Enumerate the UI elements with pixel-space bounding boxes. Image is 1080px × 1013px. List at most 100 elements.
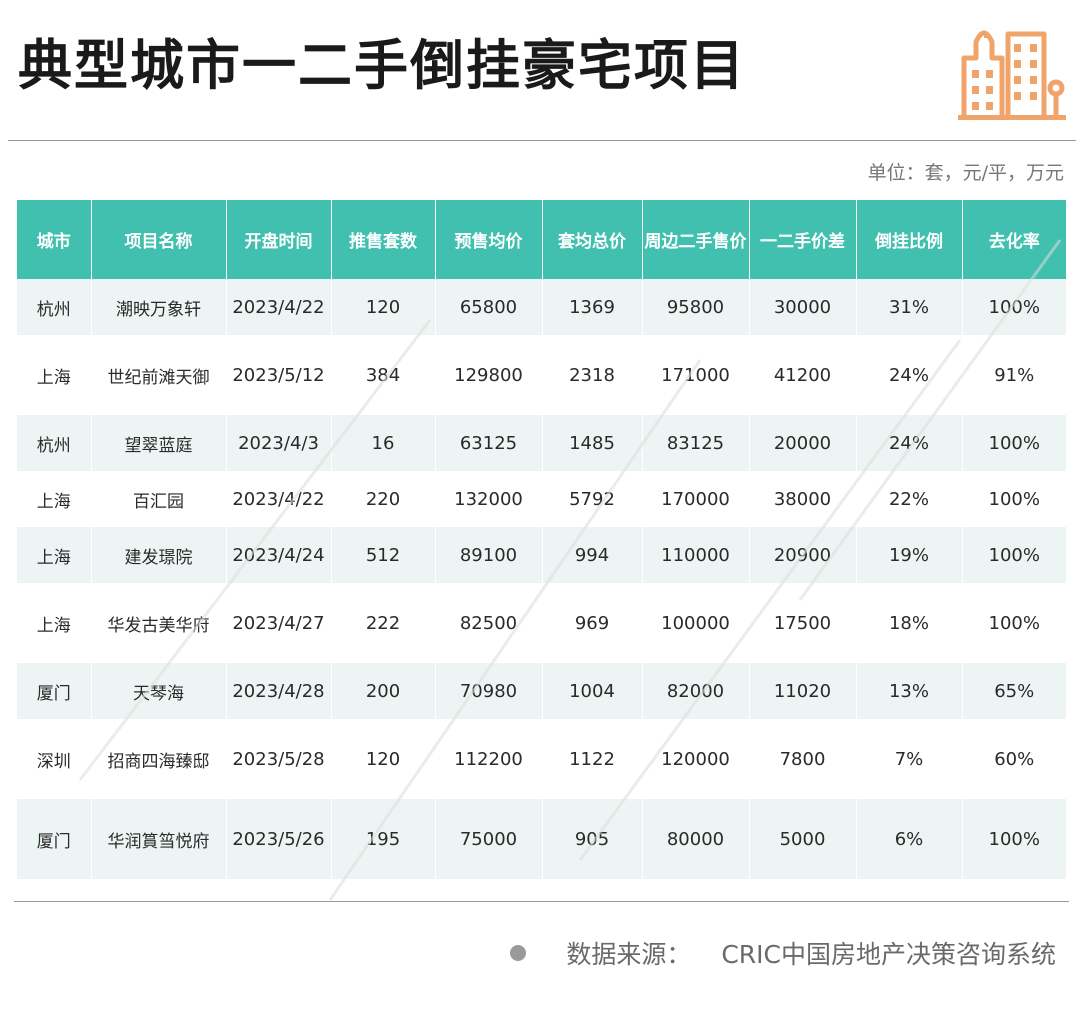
table-cell: 132000: [435, 471, 543, 527]
table-cell: 80000: [642, 799, 750, 879]
table-cell: 89100: [435, 527, 543, 583]
table-cell: 120: [331, 279, 436, 335]
table-cell: 24%: [856, 415, 963, 471]
column-header: 去化率: [962, 200, 1066, 279]
column-header: 推售套数: [331, 200, 436, 279]
city-buildings-icon: [958, 30, 1066, 120]
project-name-cell: 华发古美华府: [91, 583, 227, 663]
table-cell: 20000: [749, 415, 857, 471]
project-name-cell: 华润篔筜悦府: [91, 799, 227, 879]
table-cell: 2023/4/28: [226, 663, 332, 719]
table-cell: 2023/4/22: [226, 471, 332, 527]
table-cell: 100%: [962, 471, 1066, 527]
table-cell: 31%: [856, 279, 963, 335]
table-cell: 19%: [856, 527, 963, 583]
city-cell: 厦门: [17, 799, 92, 879]
city-cell: 上海: [17, 583, 92, 663]
city-cell: 厦门: [17, 663, 92, 719]
table-row: 上海 百汇园 2023/4/22 220 132000 5792 170000 38000 22…: [17, 471, 1066, 527]
table-cell: 83125: [642, 415, 750, 471]
table-row: 上海 建发璟院 2023/4/24 512 89100 994 110000 20900 19%…: [17, 527, 1066, 583]
source-text: CRIC中国房地产决策咨询系统: [721, 940, 1056, 969]
table-cell: 95800: [642, 279, 750, 335]
city-cell: 上海: [17, 527, 92, 583]
table-cell: 112200: [435, 719, 543, 799]
table-cell: 200: [331, 663, 436, 719]
city-cell: 杭州: [17, 415, 92, 471]
table-cell: 905: [542, 799, 643, 879]
table-cell: 220: [331, 471, 436, 527]
table-cell: 512: [331, 527, 436, 583]
table-cell: 6%: [856, 799, 963, 879]
table-cell: 120: [331, 719, 436, 799]
table-cell: 969: [542, 583, 643, 663]
table-cell: 13%: [856, 663, 963, 719]
column-header: 项目名称: [91, 200, 227, 279]
column-header: 倒挂比例: [856, 200, 963, 279]
bullet-dot-icon: [510, 945, 527, 961]
city-cell: 深圳: [17, 719, 92, 799]
table-cell: 18%: [856, 583, 963, 663]
table-cell: 38000: [749, 471, 857, 527]
table-row: 上海 世纪前滩天御 2023/5/12 384 129800 2318 171000 4120…: [17, 335, 1066, 415]
table-cell: 384: [331, 335, 436, 415]
source-label: 数据来源：: [566, 940, 692, 969]
table-cell: 2023/5/26: [226, 799, 332, 879]
table-cell: 65%: [962, 663, 1066, 719]
source-footer: 数据来源： CRIC中国房地产决策咨询系统: [510, 935, 1056, 971]
table-cell: 1369: [542, 279, 643, 335]
project-name-cell: 百汇园: [91, 471, 227, 527]
table-cell: 100%: [962, 583, 1066, 663]
table-cell: 70980: [435, 663, 543, 719]
page-title: 典型城市一二手倒挂豪宅项目: [18, 34, 746, 97]
luxury-projects-table: 城市 项目名称 开盘时间 推售套数 预售均价 套均总价 周边二手售价 一二手价差…: [17, 200, 1066, 879]
table-row: 上海 华发古美华府 2023/4/27 222 82500 969 100000 17500 1…: [17, 583, 1066, 663]
project-name-cell: 天琴海: [91, 663, 227, 719]
table-cell: 5000: [749, 799, 857, 879]
table-cell: 110000: [642, 527, 750, 583]
table-cell: 129800: [435, 335, 543, 415]
table-cell: 1485: [542, 415, 643, 471]
city-cell: 杭州: [17, 279, 92, 335]
table-cell: 7%: [856, 719, 963, 799]
table-row: 深圳 招商四海臻邸 2023/5/28 120 112200 1122 120000 7800…: [17, 719, 1066, 799]
table-cell: 22%: [856, 471, 963, 527]
table-cell: 63125: [435, 415, 543, 471]
table-cell: 91%: [962, 335, 1066, 415]
project-name-cell: 潮映万象轩: [91, 279, 227, 335]
table-cell: 994: [542, 527, 643, 583]
table-cell: 100%: [962, 799, 1066, 879]
table-cell: 20900: [749, 527, 857, 583]
table-cell: 2023/4/24: [226, 527, 332, 583]
table-cell: 2023/4/3: [226, 415, 332, 471]
project-name-cell: 招商四海臻邸: [91, 719, 227, 799]
unit-note: 单位：套，元/平，万元: [867, 162, 1064, 184]
table-cell: 5792: [542, 471, 643, 527]
column-header: 城市: [17, 200, 92, 279]
table-row: 杭州 潮映万象轩 2023/4/22 120 65800 1369 95800 30000 31…: [17, 279, 1066, 335]
table-cell: 11020: [749, 663, 857, 719]
table-cell: 82000: [642, 663, 750, 719]
city-cell: 上海: [17, 335, 92, 415]
table-cell: 24%: [856, 335, 963, 415]
table-cell: 170000: [642, 471, 750, 527]
table-cell: 100%: [962, 279, 1066, 335]
table-cell: 60%: [962, 719, 1066, 799]
table-cell: 65800: [435, 279, 543, 335]
table-cell: 7800: [749, 719, 857, 799]
column-header: 周边二手售价: [642, 200, 750, 279]
table-cell: 100000: [642, 583, 750, 663]
table-cell: 1004: [542, 663, 643, 719]
city-cell: 上海: [17, 471, 92, 527]
table-cell: 2023/5/12: [226, 335, 332, 415]
table-cell: 82500: [435, 583, 543, 663]
project-name-cell: 世纪前滩天御: [91, 335, 227, 415]
table-cell: 41200: [749, 335, 857, 415]
table-cell: 100%: [962, 527, 1066, 583]
table-cell: 2318: [542, 335, 643, 415]
table-row: 杭州 望翠蓝庭 2023/4/3 16 63125 1485 83125 20000 24% 10…: [17, 415, 1066, 471]
table-cell: 2023/4/27: [226, 583, 332, 663]
table-cell: 171000: [642, 335, 750, 415]
top-divider: [8, 140, 1076, 141]
table-row: 厦门 天琴海 2023/4/28 200 70980 1004 82000 11020 13% 6…: [17, 663, 1066, 719]
